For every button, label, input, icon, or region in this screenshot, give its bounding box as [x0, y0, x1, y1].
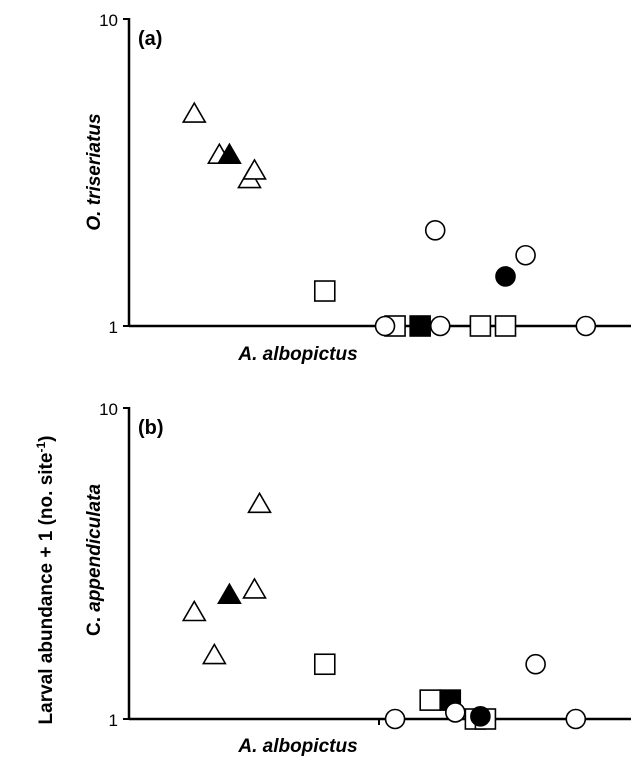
panel-a: 10 1 (a) A. albopictus O. triseriatus: [84, 11, 631, 365]
panel-a-y-tick-label-top: 10: [99, 11, 118, 30]
panel-a-y-tick-label-bottom: 1: [109, 318, 118, 337]
panel-b-triangle-open-point-2: [242, 577, 267, 599]
panel-b-marks: [181, 491, 587, 730]
panel-b-circle-open-point-3: [565, 708, 587, 730]
panel-a-square-open-point-2: [469, 315, 492, 337]
panel-a-marks: [181, 101, 597, 337]
panel-b-y-tick-label-top: 10: [99, 400, 118, 419]
panel-a-circle-open-point-4: [575, 315, 597, 337]
panel-a-x-axis-title: A. albopictus: [237, 344, 357, 365]
panel-a-circle-open-point-1: [424, 219, 446, 241]
panel-a-triangle-open-point-0: [181, 101, 207, 123]
panel-b-x-axis-title: A. albopictus: [237, 736, 357, 757]
panel-a-circle-open-point-3: [515, 244, 536, 266]
panel-a-circle-open-point-2: [429, 315, 451, 337]
panel-a-triangle-filled-point-0: [217, 142, 242, 165]
panel-b-label: (b): [138, 417, 164, 439]
panel-a-square-filled-point-0: [409, 315, 431, 337]
panel-b-y-tick-label-bottom: 1: [109, 711, 118, 730]
panel-b-square-open-point-0: [313, 653, 336, 676]
shared-y-axis-label: Larval abundance + 1 (no. site-1): [34, 436, 57, 725]
panel-b-square-open-point-1: [419, 689, 442, 711]
panel-a-circle-open-point-0: [374, 315, 396, 337]
panel-b-circle-open-point-2: [525, 653, 546, 675]
panel-b-circle-open-point-1: [444, 702, 466, 723]
panel-a-label: (a): [138, 28, 162, 50]
panel-a-y-axis-title: O. triseriatus: [84, 113, 105, 230]
panel-a-square-open-point-0: [313, 280, 336, 302]
panel-a-circle-filled-point-0: [495, 266, 516, 287]
panel-b-y-axis-title: C. appendiculata: [84, 484, 105, 636]
panel-b-circle-open-point-0: [384, 708, 406, 730]
panel-a-square-open-point-3: [494, 315, 517, 337]
panel-b-triangle-filled-point-0: [217, 582, 242, 605]
panel-b: 10 1 (b) A. albopictus C. appendiculata: [84, 400, 631, 757]
panel-a-triangle-open-point-3: [242, 158, 267, 180]
panel-b-circle-filled-point-0: [470, 706, 491, 727]
panel-b-triangle-open-point-0: [181, 599, 207, 622]
panel-b-triangle-open-point-1: [201, 642, 227, 665]
panel-b-triangle-open-point-3: [247, 491, 272, 514]
